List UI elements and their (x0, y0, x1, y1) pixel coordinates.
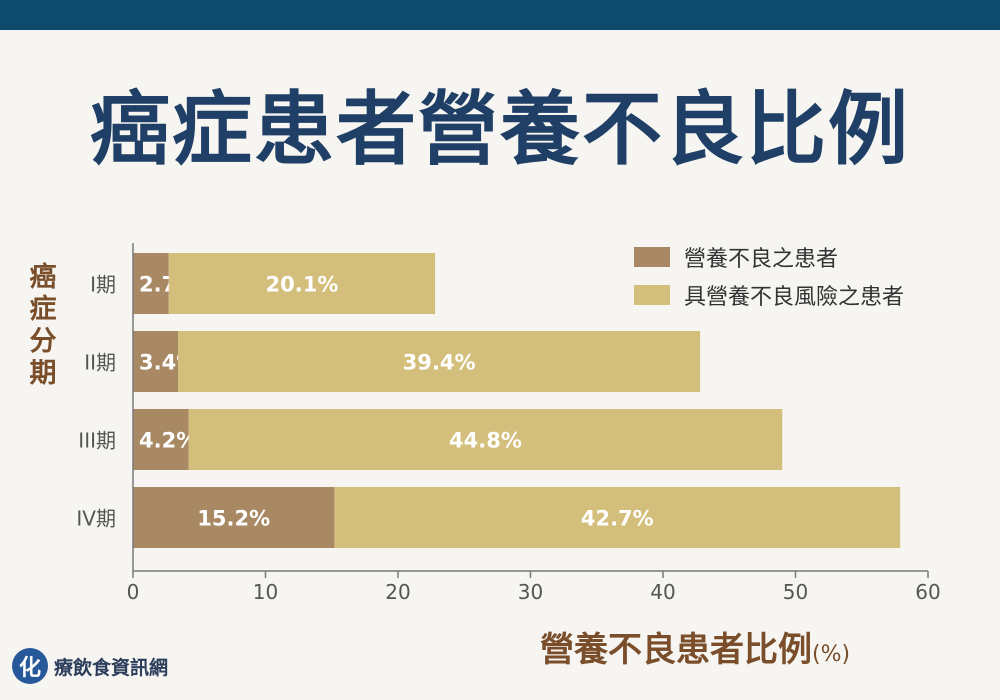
x-tick-label-40: 40 (650, 580, 675, 604)
bar-malnourished-1 (133, 253, 169, 314)
brand-logo-icon: 化 (12, 648, 48, 684)
x-axis-title: 營養不良患者比例(%) (540, 622, 850, 671)
x-axis-title-text: 營養不良患者比例 (540, 630, 812, 670)
legend-item-at-risk: 具營養不良風險之患者 (634, 276, 904, 314)
top-band (0, 0, 1000, 30)
legend-swatch-at-risk (634, 285, 670, 305)
brand-name: 療飲食資訊網 (54, 656, 169, 679)
legend-label-at-risk: 具營養不良風險之患者 (684, 285, 905, 310)
bar-malnourished-2 (133, 331, 179, 392)
page-title: 癌症患者營養不良比例 (90, 83, 910, 176)
bar-malnourished-4 (133, 487, 335, 548)
x-tick-label-50: 50 (783, 580, 808, 604)
data-label-at-risk-2: 39.4% (403, 351, 476, 375)
legend: 營養不良之患者 具營養不良風險之患者 (634, 238, 904, 314)
legend-label-malnourished: 營養不良之患者 (684, 247, 839, 272)
x-tick-label-30: 30 (518, 580, 543, 604)
category-label-2: II期 (84, 351, 116, 375)
x-axis-unit: (%) (812, 642, 851, 667)
x-tick-label-10: 10 (253, 580, 278, 604)
bar-malnourished-3 (133, 409, 189, 470)
x-tick-label-60: 60 (915, 580, 940, 604)
x-tick-label-20: 20 (385, 580, 410, 604)
data-label-at-risk-1: 20.1% (266, 273, 339, 297)
data-label-malnourished-3: 4.2% (139, 429, 197, 453)
y-axis-title: 癌症分期 (29, 262, 57, 389)
data-label-at-risk-3: 44.8% (449, 429, 522, 453)
data-label-malnourished-4: 15.2% (197, 507, 270, 531)
category-label-3: III期 (78, 429, 116, 453)
bar-at-risk-4 (334, 487, 901, 548)
brand-logo: 化 療飲食資訊網 (12, 648, 168, 684)
bar-at-risk-2 (178, 331, 701, 392)
category-label-1: I期 (90, 273, 116, 297)
legend-swatch-malnourished (634, 247, 670, 267)
legend-item-malnourished: 營養不良之患者 (634, 238, 904, 276)
bar-at-risk-3 (188, 409, 783, 470)
x-tick-label-0: 0 (127, 580, 140, 604)
category-label-4: IV期 (76, 507, 116, 531)
data-label-at-risk-4: 42.7% (581, 507, 654, 531)
bar-at-risk-1 (168, 253, 436, 314)
